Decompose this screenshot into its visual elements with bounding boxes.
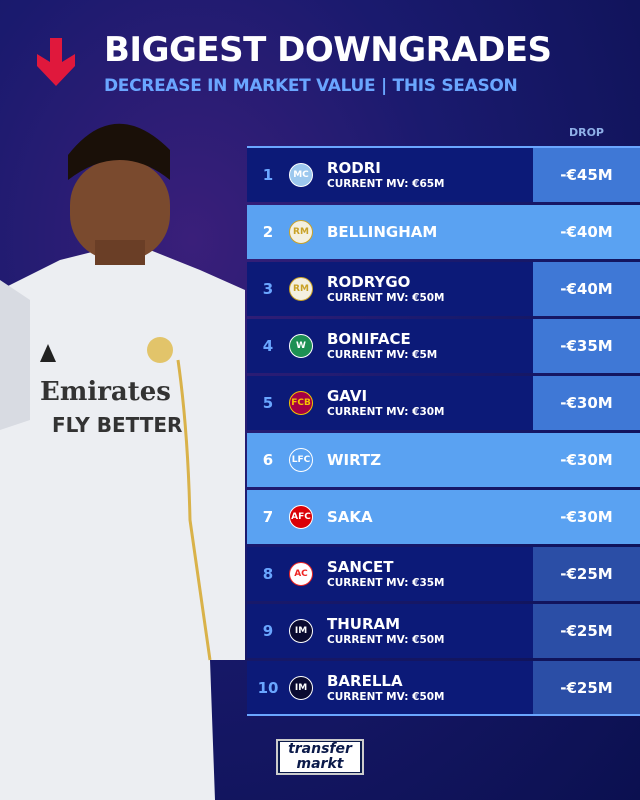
club-crest-icon: W (289, 334, 313, 358)
value-drop: -€40M (560, 223, 613, 241)
value-drop: -€45M (533, 148, 640, 202)
rank: 4 (262, 337, 274, 355)
player-info: SAKA (327, 508, 640, 526)
rank: 6 (262, 451, 274, 469)
value-drop: -€25M (533, 604, 640, 658)
table-row: 2 RM BELLINGHAM -€40M (247, 205, 640, 259)
current-market-value: CURRENT MV: €65M (327, 178, 445, 190)
rank: 9 (262, 622, 274, 640)
club-crest-icon: AFC (289, 505, 313, 529)
player-name: SANCET (327, 558, 394, 576)
player-info: RODRI CURRENT MV: €65M (327, 159, 640, 191)
club-crest-icon: MC (289, 163, 313, 187)
page-subtitle: DECREASE IN MARKET VALUE | THIS SEASON (104, 76, 518, 96)
down-arrow-icon (37, 38, 75, 86)
table-row: 4 W BONIFACE CURRENT MV: €5M -€35M (247, 319, 640, 373)
table-row: 8 AC SANCET CURRENT MV: €35M -€25M (247, 547, 640, 601)
table-row: 10 IM BARELLA CURRENT MV: €50M -€25M (247, 661, 640, 715)
value-drop: -€25M (533, 661, 640, 715)
club-crest-icon: AC (289, 562, 313, 586)
player-name: GAVI (327, 387, 368, 405)
player-name: BARELLA (327, 672, 403, 690)
rank: 1 (262, 166, 274, 184)
current-market-value: CURRENT MV: €30M (327, 406, 445, 418)
player-name: RODRI (327, 159, 381, 177)
player-photo: Emirates FLY BETTER (0, 123, 245, 800)
player-info: RODRYGO CURRENT MV: €50M (327, 273, 640, 305)
player-name: BONIFACE (327, 330, 411, 348)
value-drop: -€30M (560, 451, 613, 469)
transfermarkt-logo: transfer markt (276, 739, 364, 775)
current-market-value: CURRENT MV: €50M (327, 292, 445, 304)
value-drop: -€25M (533, 547, 640, 601)
rank: 5 (262, 394, 274, 412)
rank: 7 (262, 508, 274, 526)
value-drop: -€30M (560, 508, 613, 526)
club-crest-icon: IM (289, 676, 313, 700)
player-info: GAVI CURRENT MV: €30M (327, 387, 640, 419)
table-row: 1 MC RODRI CURRENT MV: €65M -€45M (247, 148, 640, 202)
table-row: 6 LFC WIRTZ -€30M (247, 433, 640, 487)
player-info: BARELLA CURRENT MV: €50M (327, 672, 640, 704)
value-drop: -€35M (533, 319, 640, 373)
current-market-value: CURRENT MV: €5M (327, 349, 438, 361)
player-name: BELLINGHAM (327, 223, 438, 241)
current-market-value: CURRENT MV: €50M (327, 691, 445, 703)
table-row: 3 RM RODRYGO CURRENT MV: €50M -€40M (247, 262, 640, 316)
player-name: WIRTZ (327, 451, 382, 469)
player-info: WIRTZ (327, 451, 640, 469)
logo-line2: markt (280, 757, 360, 772)
player-info: BELLINGHAM (327, 223, 640, 241)
value-drop: -€40M (533, 262, 640, 316)
current-market-value: CURRENT MV: €35M (327, 577, 445, 589)
page-title: BIGGEST DOWNGRADES (104, 30, 552, 70)
downgrades-table: 1 MC RODRI CURRENT MV: €65M -€45M 2 RM BE… (247, 146, 640, 718)
player-info: BONIFACE CURRENT MV: €5M (327, 330, 640, 362)
club-crest-icon: RM (289, 220, 313, 244)
current-market-value: CURRENT MV: €50M (327, 634, 445, 646)
player-info: SANCET CURRENT MV: €35M (327, 558, 640, 590)
player-name: THURAM (327, 615, 401, 633)
player-name: RODRYGO (327, 273, 411, 291)
svg-text:FLY BETTER: FLY BETTER (52, 413, 182, 437)
club-crest-icon: RM (289, 277, 313, 301)
table-row: 5 FCB GAVI CURRENT MV: €30M -€30M (247, 376, 640, 430)
player-name: SAKA (327, 508, 373, 526)
svg-text:Emirates: Emirates (40, 377, 171, 407)
rank: 3 (262, 280, 274, 298)
logo-line1: transfer (280, 742, 360, 757)
value-drop: -€30M (533, 376, 640, 430)
drop-column-header: DROP (568, 126, 604, 139)
club-crest-icon: FCB (289, 391, 313, 415)
rank: 8 (262, 565, 274, 583)
club-crest-icon: IM (289, 619, 313, 643)
club-crest-icon: LFC (289, 448, 313, 472)
table-divider (247, 714, 640, 716)
table-row: 9 IM THURAM CURRENT MV: €50M -€25M (247, 604, 640, 658)
player-info: THURAM CURRENT MV: €50M (327, 615, 640, 647)
rank: 2 (262, 223, 274, 241)
rank: 10 (257, 679, 279, 697)
table-row: 7 AFC SAKA -€30M (247, 490, 640, 544)
